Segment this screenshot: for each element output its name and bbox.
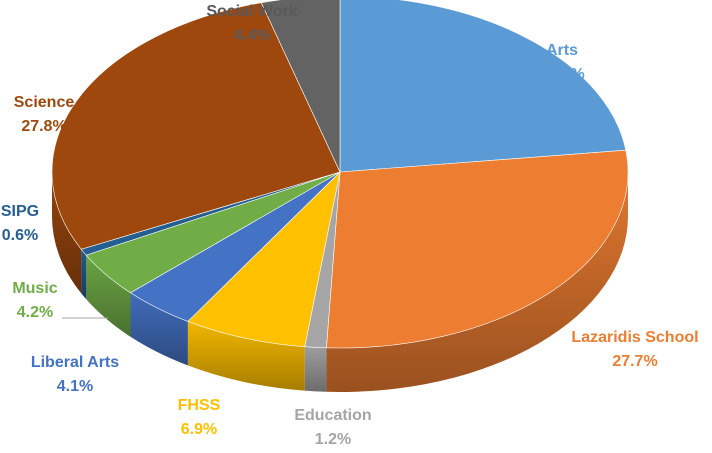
side-shade-fhss [187, 321, 305, 391]
label-lazaridis-school: Lazaridis School 27.7% [571, 329, 698, 370]
label-social-work: Social Work 4.4% [206, 3, 297, 44]
slice-fhss [187, 171, 341, 347]
label-music: Music 4.2% [12, 280, 57, 321]
side-lazaridis-school [326, 172, 628, 392]
label-science: Science 27.8% [14, 94, 75, 135]
side-shade-science [52, 172, 82, 294]
slice-science [51, 2, 341, 250]
label-arts: Arts 23.0% [539, 42, 584, 83]
pie-side-walls [52, 172, 628, 392]
label-liberal-arts: Liberal Arts 4.1% [31, 354, 119, 395]
slice-value-music: 4.2% [17, 304, 53, 321]
slice-arts [339, 0, 627, 173]
side-music [86, 255, 131, 337]
side-education [304, 346, 327, 392]
label-sipg: SIPG 0.6% [1, 203, 39, 244]
slice-name-social-work: Social Work [206, 3, 297, 20]
side-shade-education [304, 346, 327, 392]
slice-value-liberal-arts: 4.1% [57, 378, 93, 395]
slice-name-music: Music [12, 280, 57, 297]
side-science [52, 172, 82, 294]
side-shade-lazaridis-school [326, 172, 628, 392]
slice-value-social-work: 4.4% [234, 27, 270, 44]
side-shade-music [86, 255, 131, 337]
label-education: Education 1.2% [294, 407, 371, 448]
slice-value-fhss: 6.9% [181, 421, 217, 438]
slice-name-liberal-arts: Liberal Arts [31, 354, 119, 371]
slice-lazaridis-school [326, 149, 629, 349]
label-fhss: FHSS 6.9% [178, 397, 221, 438]
side-liberal-arts [130, 292, 188, 366]
slice-labels: Arts 23.0% Lazaridis School 27.7% Education 1… [1, 3, 699, 448]
slice-value-lazaridis-school: 27.7% [612, 353, 657, 370]
slice-name-science: Science [14, 94, 75, 111]
slice-value-education: 1.2% [315, 431, 351, 448]
side-shade-sipg [81, 249, 87, 300]
slice-name-education: Education [294, 407, 371, 424]
slice-social-work [260, 0, 341, 173]
side-sipg [81, 249, 87, 300]
slice-name-sipg: SIPG [1, 203, 39, 220]
slice-value-sipg: 0.6% [2, 227, 38, 244]
slice-name-fhss: FHSS [178, 397, 221, 414]
side-fhss [187, 321, 305, 391]
slice-name-lazaridis-school: Lazaridis School [571, 329, 698, 346]
slice-value-arts: 23.0% [539, 66, 584, 83]
slice-name-arts: Arts [546, 42, 578, 59]
slice-value-science: 27.8% [21, 118, 66, 135]
side-shade-liberal-arts [130, 292, 188, 366]
pie-top-faces [51, 0, 629, 349]
